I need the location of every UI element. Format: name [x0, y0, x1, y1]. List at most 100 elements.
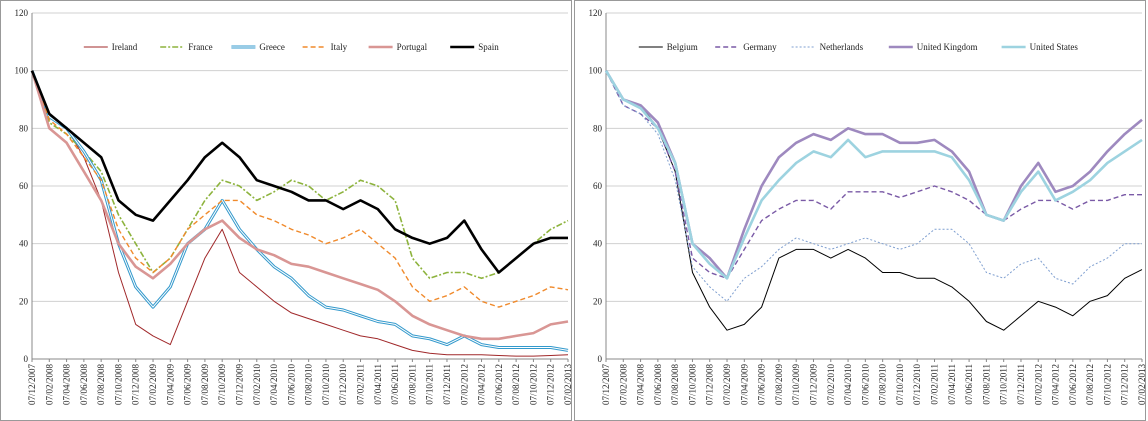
- legend-label: Netherlands: [820, 42, 864, 52]
- x-tick-label: 07/02/2012: [1033, 364, 1043, 405]
- legend-label: Ireland: [112, 42, 138, 52]
- x-tick-label: 07/10/2012: [528, 364, 538, 405]
- legend-label: Italy: [331, 42, 348, 52]
- x-tick-label: 07/04/2011: [373, 364, 383, 405]
- x-tick-label: 07/08/2012: [511, 364, 521, 405]
- x-tick-label: 07/08/2008: [96, 364, 106, 406]
- x-tick-label: 07/10/2011: [999, 364, 1009, 405]
- series-line: [605, 70, 1142, 279]
- x-tick-label: 07/04/2010: [269, 364, 279, 406]
- x-tick-label: 07/10/2012: [1102, 364, 1112, 405]
- x-tick-label: 07/06/2012: [494, 364, 504, 405]
- x-tick-label: 07/04/2012: [477, 364, 487, 405]
- x-tick-label: 07/02/2008: [618, 364, 628, 406]
- legend-label: Greece: [259, 42, 284, 52]
- x-tick-label: 07/04/2011: [947, 364, 957, 405]
- x-tick-label: 07/12/2009: [808, 364, 818, 406]
- x-tick-label: 07/04/2012: [1051, 364, 1061, 405]
- x-tick-label: 07/06/2012: [1068, 364, 1078, 405]
- x-tick-label: 07/12/2009: [234, 364, 244, 406]
- series-line: [605, 70, 1143, 331]
- x-tick-label: 07/10/2009: [791, 364, 801, 406]
- x-tick-label: 07/08/2009: [200, 364, 210, 406]
- x-tick-label: 07/10/2008: [113, 364, 123, 406]
- x-tick-label: 07/12/2010: [912, 364, 922, 406]
- legend-label: United States: [1030, 42, 1079, 52]
- x-tick-label: 07/02/2010: [252, 364, 262, 406]
- y-tick-label: 0: [598, 354, 603, 364]
- series-line: [604, 70, 1143, 280]
- y-tick-label: 40: [593, 239, 603, 249]
- x-tick-label: 07/02/2013: [1137, 364, 1147, 406]
- x-tick-label: 07/08/2011: [981, 364, 991, 405]
- y-tick-label: 100: [589, 66, 603, 76]
- x-tick-label: 07/02/2009: [722, 364, 732, 406]
- x-tick-label: 07/10/2011: [425, 364, 435, 405]
- y-tick-label: 60: [19, 181, 29, 191]
- x-tick-label: 07/04/2008: [62, 364, 72, 406]
- x-tick-label: 07/06/2008: [653, 364, 663, 406]
- x-tick-label: 07/04/2008: [636, 364, 646, 406]
- x-tick-label: 07/12/2012: [1120, 364, 1130, 405]
- chart-panel: 0 20 40 60 80 100 120 07/12/2007 07/02/2008 07/04…: [0, 0, 573, 421]
- x-tick-label: 07/08/2009: [774, 364, 784, 406]
- y-tick-label: 60: [593, 181, 603, 191]
- x-tick-label: 07/08/2011: [407, 364, 417, 405]
- x-tick-label: 07/10/2008: [687, 364, 697, 406]
- legend-label: United Kingdom: [917, 42, 978, 52]
- x-tick-label: 07/08/2010: [878, 364, 888, 406]
- panel-frame: [574, 0, 1146, 421]
- y-tick-label: 40: [19, 239, 29, 249]
- series-line: [31, 70, 569, 357]
- legend-label: Portugal: [397, 42, 428, 52]
- x-tick-label: 07/04/2010: [843, 364, 853, 406]
- x-tick-label: 07/06/2009: [757, 364, 767, 406]
- x-tick-label: 07/02/2012: [459, 364, 469, 405]
- x-tick-label: 07/02/2008: [44, 364, 54, 406]
- x-tick-label: 07/06/2008: [79, 364, 89, 406]
- x-tick-label: 07/02/2009: [148, 364, 158, 406]
- x-tick-label: 07/06/2011: [964, 364, 974, 405]
- x-tick-label: 07/04/2009: [165, 364, 175, 406]
- x-tick-label: 07/02/2011: [356, 364, 366, 405]
- x-tick-label: 07/06/2011: [390, 364, 400, 405]
- x-tick-label: 07/08/2008: [670, 364, 680, 406]
- legend-label: Germany: [743, 42, 777, 52]
- x-tick-label: 07/06/2009: [183, 364, 193, 406]
- x-tick-label: 07/12/2010: [338, 364, 348, 406]
- y-tick-label: 100: [15, 66, 29, 76]
- panel-frame: [0, 0, 572, 421]
- series-line: [30, 70, 568, 274]
- x-tick-label: 07/08/2010: [304, 364, 314, 406]
- x-tick-label: 07/12/2008: [131, 364, 141, 406]
- x-tick-label: 07/12/2012: [546, 364, 556, 405]
- y-tick-label: 120: [15, 8, 29, 18]
- x-tick-label: 07/10/2010: [321, 364, 331, 406]
- y-tick-label: 20: [593, 296, 603, 306]
- x-tick-label: 07/12/2007: [601, 364, 611, 406]
- x-tick-label: 07/12/2008: [705, 364, 715, 406]
- legend-label: France: [188, 42, 213, 52]
- x-tick-label: 07/02/2010: [826, 364, 836, 406]
- x-tick-label: 07/06/2010: [286, 364, 296, 406]
- x-tick-label: 07/10/2009: [217, 364, 227, 406]
- y-tick-label: 80: [593, 123, 603, 133]
- y-tick-label: 0: [24, 354, 29, 364]
- series-line: [31, 70, 569, 280]
- series-line-inner: [31, 70, 569, 351]
- y-tick-label: 80: [19, 123, 29, 133]
- x-tick-label: 07/02/2013: [563, 364, 573, 406]
- y-tick-label: 20: [19, 296, 29, 306]
- x-tick-label: 07/12/2011: [1016, 364, 1026, 405]
- legend-label: Belgium: [667, 42, 698, 52]
- x-tick-label: 07/02/2011: [930, 364, 940, 405]
- y-tick-label: 120: [589, 8, 603, 18]
- x-tick-label: 07/12/2011: [442, 364, 452, 405]
- x-tick-label: 07/08/2012: [1085, 364, 1095, 405]
- legend-label: Spain: [478, 42, 499, 52]
- x-tick-label: 07/10/2010: [895, 364, 905, 406]
- series-line: [30, 70, 569, 341]
- x-tick-label: 07/06/2010: [860, 364, 870, 406]
- x-tick-label: 07/12/2007: [27, 364, 37, 406]
